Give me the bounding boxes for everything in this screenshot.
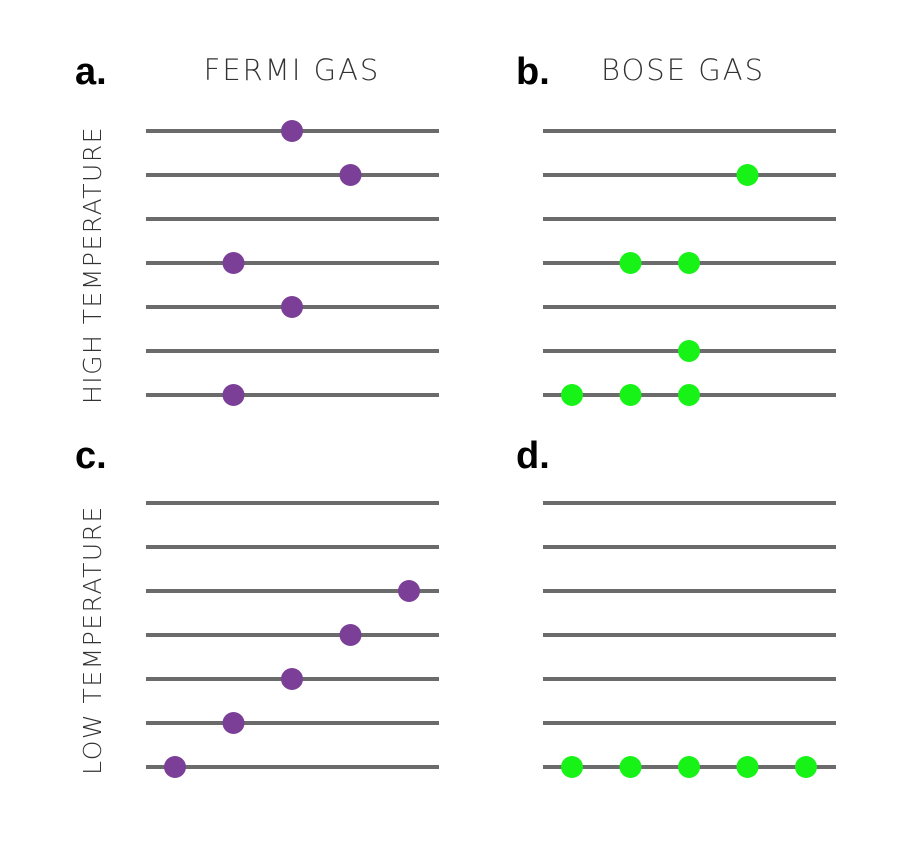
bose-particle: [678, 340, 700, 362]
fermi-particle: [339, 164, 362, 186]
fermi-particle: [222, 384, 245, 406]
column-title-fermi: FERMI GAS: [204, 53, 381, 87]
fermi-particle: [281, 120, 303, 142]
bose-particle: [561, 384, 583, 406]
panel-label-c: c.: [75, 435, 107, 477]
fermi-particle: [222, 252, 245, 274]
bose-particle: [561, 756, 583, 778]
panel-a: [146, 120, 439, 406]
row-title-high-temperature: HIGH TEMPERATURE: [78, 126, 107, 404]
fermi-particle: [398, 580, 420, 602]
bose-particle: [678, 756, 700, 778]
panel-d: [543, 501, 836, 778]
panel-c: [146, 501, 439, 778]
fermi-particle: [222, 712, 245, 734]
row-title-low-temperature: LOW TEMPERATURE: [78, 505, 107, 775]
column-title-bose: BOSE GAS: [601, 53, 765, 87]
panel-b: [543, 129, 836, 406]
bose-particle: [619, 384, 642, 406]
bose-particle: [736, 164, 759, 186]
bose-particle: [678, 252, 700, 274]
fermi-particle: [281, 296, 303, 318]
fermi-particle: [281, 668, 303, 690]
panel-label-a: a.: [75, 51, 107, 93]
bose-particle: [619, 756, 642, 778]
fermi-particle: [339, 624, 362, 646]
bose-particle: [736, 756, 759, 778]
bose-particle: [795, 756, 817, 778]
panel-label-d: d.: [516, 435, 550, 477]
panel-label-b: b.: [516, 51, 550, 93]
fermi-particle: [164, 756, 186, 778]
bose-particle: [678, 384, 700, 406]
panels-layer: [146, 120, 836, 778]
bose-particle: [619, 252, 642, 274]
